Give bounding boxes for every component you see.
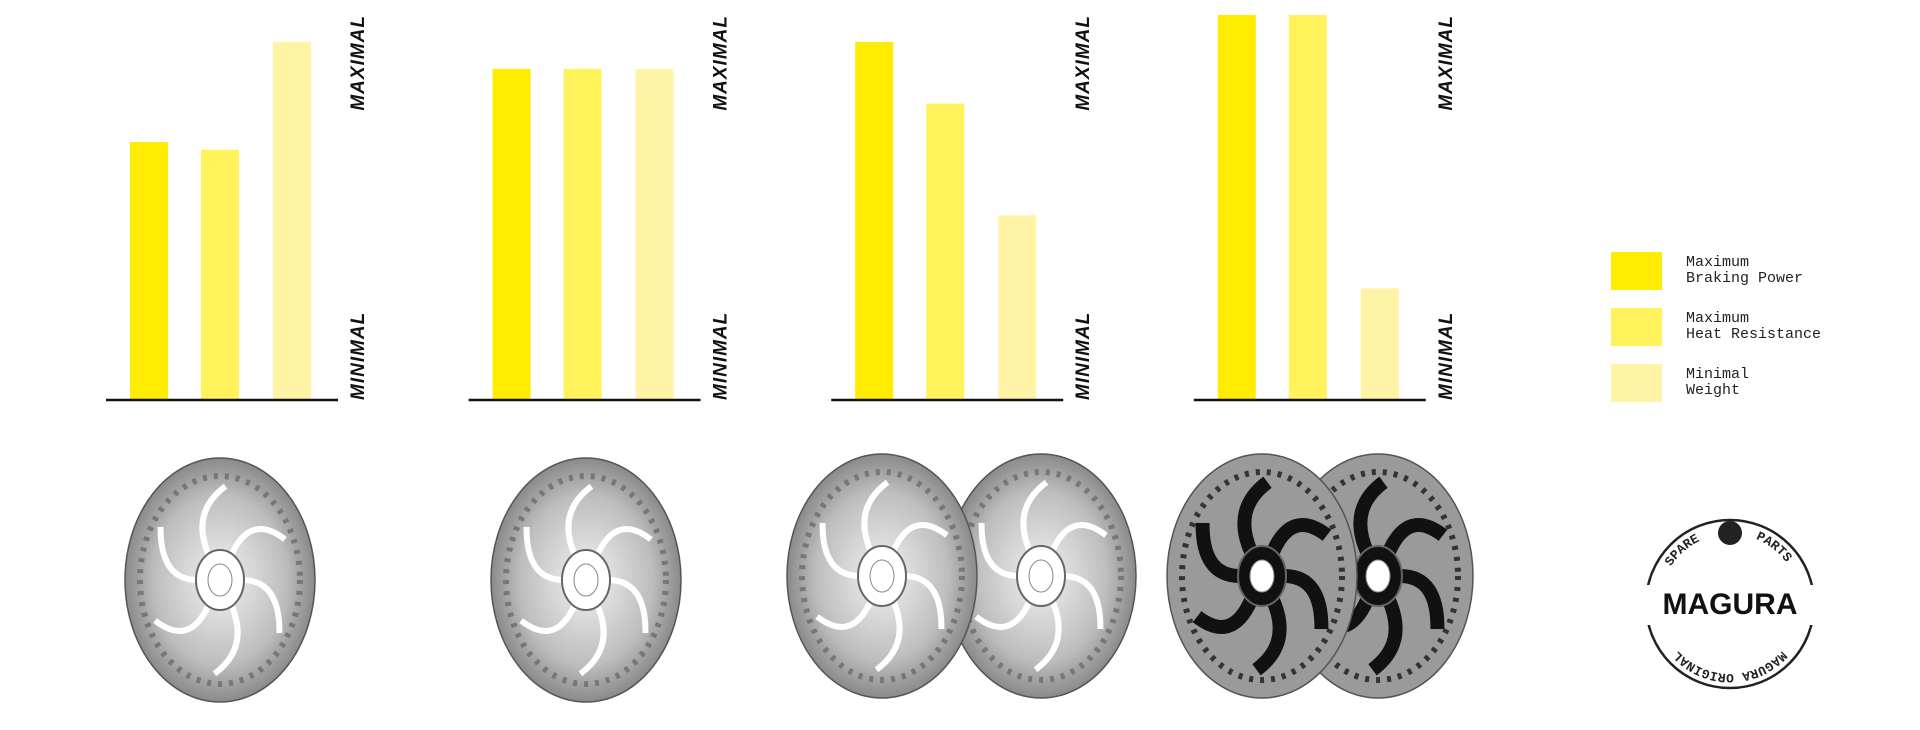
disc-hole <box>869 559 895 593</box>
disc-spoke <box>819 522 861 579</box>
disc-spoke <box>974 598 1033 630</box>
disc-spoke <box>1368 597 1403 676</box>
legend-swatch <box>1611 364 1662 402</box>
disc-spoke <box>1192 597 1258 634</box>
bar <box>273 41 311 400</box>
bar <box>926 103 965 401</box>
y-tick-label: MINIMAL <box>711 312 732 400</box>
disc-spoke <box>157 526 199 583</box>
legend-swatch <box>1611 308 1662 346</box>
disc-spoke <box>523 526 565 583</box>
bar <box>855 41 894 400</box>
disc-spoke <box>874 599 903 673</box>
disc-spoke <box>1382 518 1448 555</box>
y-tick-label: MAXIMAL <box>1436 15 1457 111</box>
badge-bottom-text: MAGURA ORIGINAL <box>1670 648 1790 685</box>
disc-spoke <box>1237 476 1272 555</box>
disc-spoke <box>903 573 945 630</box>
disc-spoke <box>578 603 607 677</box>
disc-spoke <box>1195 522 1241 583</box>
y-tick-label: MINIMAL <box>348 312 369 400</box>
y-tick-label: MINIMAL <box>1436 312 1457 400</box>
disc <box>786 453 978 699</box>
disc-spoke <box>1353 476 1388 555</box>
bar <box>492 68 531 401</box>
bar <box>563 68 602 401</box>
disc-spoke <box>153 602 212 634</box>
disc-hole <box>573 563 599 597</box>
disc-spoke <box>1049 522 1108 554</box>
disc-hole <box>1028 559 1054 593</box>
disc-spoke <box>1399 569 1445 630</box>
badge-bottom: MAGURA ORIGINAL <box>1670 648 1790 685</box>
disc-spoke <box>565 483 594 557</box>
disc-band <box>799 469 965 683</box>
disc <box>490 457 682 703</box>
bar <box>1288 15 1327 400</box>
y-tick-label: MINIMAL <box>1073 312 1094 400</box>
bar <box>635 68 674 401</box>
disc-spoke <box>228 526 287 558</box>
y-tick-label: MAXIMAL <box>1073 15 1094 111</box>
disc-spoke <box>519 602 578 634</box>
disc-band <box>1179 469 1345 683</box>
disc <box>945 453 1137 699</box>
bar <box>1217 15 1256 400</box>
y-tick-label: MAXIMAL <box>711 15 732 111</box>
bar <box>998 215 1037 400</box>
disc-band <box>503 473 669 687</box>
disc-spoke <box>1020 479 1049 553</box>
disc-images <box>124 453 1474 703</box>
disc-hole <box>207 563 233 597</box>
bar <box>130 142 168 401</box>
disc-spoke <box>241 577 283 634</box>
disc-hole <box>1249 559 1275 593</box>
disc <box>124 457 316 703</box>
disc-spoke <box>890 522 949 554</box>
disc-spoke <box>1252 597 1287 676</box>
bar <box>1360 288 1399 400</box>
badge: SPARE PARTS MAGURA MAGURA ORIGINAL <box>1640 518 1820 690</box>
badge-brand: MAGURA <box>1663 588 1798 621</box>
legend-label: Maximum Heat Resistance <box>1686 310 1822 343</box>
disc-spoke <box>815 598 874 630</box>
disc-spoke <box>1062 573 1104 630</box>
y-tick-label: MAXIMAL <box>348 15 369 111</box>
disc-spoke <box>1033 599 1062 673</box>
disc-spoke <box>594 526 653 558</box>
disc-hole <box>1365 559 1391 593</box>
disc-spoke <box>199 483 228 557</box>
legend-swatch <box>1611 252 1662 290</box>
disc-spoke <box>607 577 649 634</box>
legend-label: Maximum Braking Power <box>1686 254 1804 287</box>
disc-band <box>137 473 303 687</box>
disc-spoke <box>212 603 241 677</box>
disc-spoke <box>1283 569 1329 630</box>
disc <box>1166 453 1358 699</box>
legend-label: Minimal Weight <box>1686 366 1750 399</box>
disc-spoke <box>1266 518 1332 555</box>
disc-spoke <box>978 522 1020 579</box>
disc-spoke <box>861 479 890 553</box>
bar <box>201 149 239 400</box>
